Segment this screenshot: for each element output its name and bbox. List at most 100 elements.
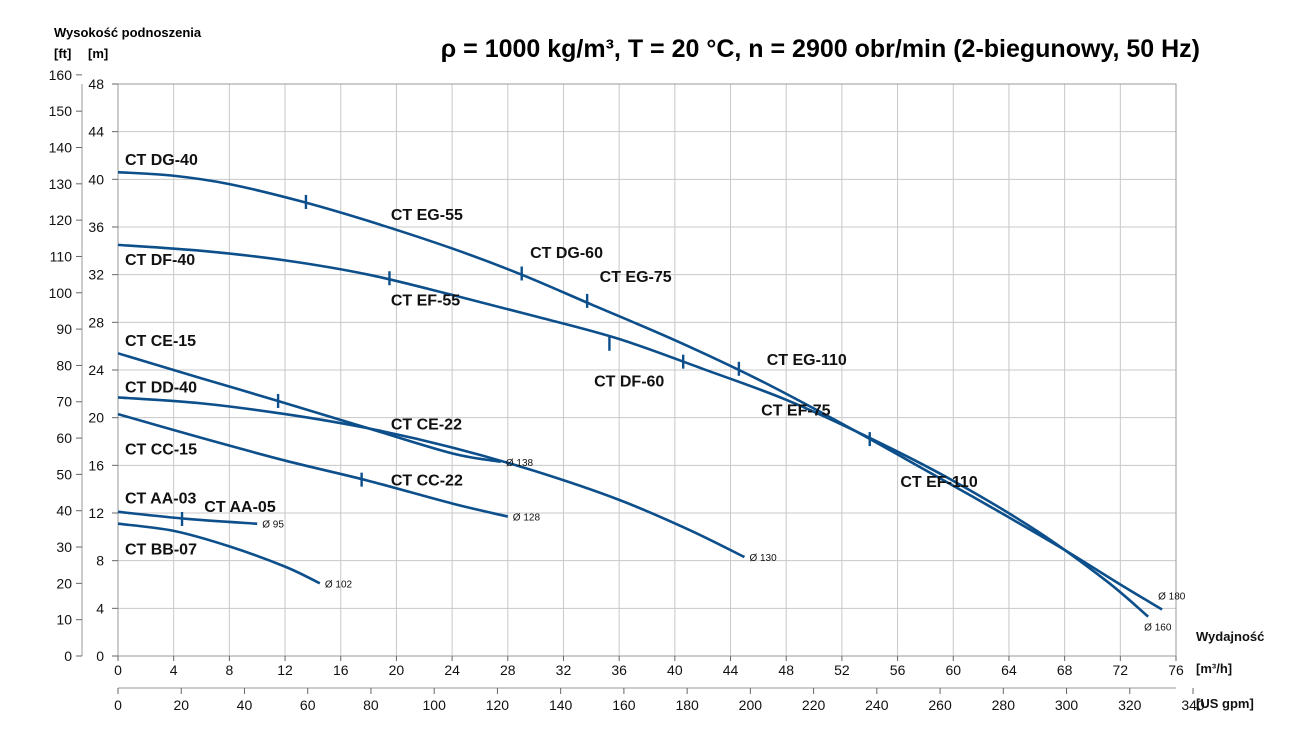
model-label: CT DF-60 (594, 374, 664, 391)
x-tick-label-m3h: 20 (389, 662, 405, 678)
x-tick-label-gpm: 200 (739, 697, 763, 713)
x-tick-label-m3h: 16 (333, 662, 349, 678)
model-label: CT EG-75 (600, 269, 672, 286)
model-label: CT CC-15 (125, 442, 197, 459)
model-label: CT DG-40 (125, 152, 198, 169)
x-tick-label-gpm: 60 (300, 697, 316, 713)
x-tick-label-m3h: 12 (277, 662, 293, 678)
diameter-label: Ø 138 (506, 458, 534, 469)
series-line-138 (117, 352, 502, 464)
model-label: CT EG-110 (767, 352, 847, 369)
y-axis-ft-ticks: 0 10 20 30 40 50 60 70 80 90 100 110 120 130 140 150 160 (49, 67, 82, 664)
y-tick-label-m: 4 (96, 600, 104, 616)
x-tick-label-gpm: 240 (865, 697, 889, 713)
y-tick-label-m: 44 (88, 124, 104, 140)
x-tick-label-gpm: 300 (1055, 697, 1079, 713)
model-label: CT BB-07 (125, 542, 197, 559)
x-tick-label-gpm: 100 (423, 697, 447, 713)
x-axis-m3h-ticks: 0 4 8 12 16 20 24 28 32 36 40 44 48 52 56 60 64 68 72 76 (114, 656, 1184, 678)
x-tick-label-gpm: 340 (1181, 697, 1205, 713)
x-axis-gpm-ticks: 0 20 40 60 80 100 120 140 160 180 200 220 240 260 280 3… (114, 688, 1205, 713)
series-group (117, 170, 1163, 618)
x-tick-label-gpm: 260 (928, 697, 952, 713)
y-tick-label-ft: 120 (49, 212, 73, 228)
y-axis-unit-ft: [ft] (54, 46, 71, 61)
diameter-label: Ø 102 (325, 579, 353, 590)
chart-title: ρ = 1000 kg/m³, T = 20 °C, n = 2900 obr/… (441, 35, 1200, 63)
y-tick-label-m: 48 (88, 76, 104, 92)
curve-labels: Ø 180 Ø 160 Ø 138 Ø 130 Ø 128 Ø 95 Ø 102 CT DG-… (125, 152, 1186, 634)
x-tick-label-m3h: 8 (225, 662, 233, 678)
x-tick-label-gpm: 140 (549, 697, 573, 713)
model-label: CT DG-60 (530, 245, 603, 262)
x-tick-label-m3h: 52 (834, 662, 850, 678)
y-tick-label-m: 40 (88, 171, 104, 187)
model-label: CT AA-03 (125, 490, 197, 507)
diameter-label: Ø 160 (1144, 623, 1172, 634)
series-line-128 (117, 412, 509, 518)
y-tick-label-ft: 30 (56, 539, 72, 555)
model-label: CT EF-110 (900, 474, 977, 491)
diameter-label: Ø 128 (513, 513, 541, 524)
x-axis-unit-m3h: [m³/h] (1196, 661, 1232, 676)
y-tick-label-ft: 10 (56, 612, 72, 628)
y-tick-label-ft: 80 (56, 357, 72, 373)
x-axis-unit-gpm: [US gpm] (1196, 696, 1254, 711)
series-line-130 (117, 396, 746, 559)
y-tick-label-m: 32 (88, 267, 104, 283)
x-tick-label-m3h: 64 (1001, 662, 1017, 678)
x-tick-label-gpm: 80 (363, 697, 379, 713)
y-axis-unit-m: [m] (88, 46, 108, 61)
x-tick-label-m3h: 76 (1168, 662, 1184, 678)
series-line-95 (117, 510, 258, 526)
y-tick-label-ft: 0 (64, 648, 72, 664)
x-tick-label-gpm: 40 (237, 697, 253, 713)
transition-marks (180, 194, 871, 526)
y-tick-label-ft: 140 (49, 139, 73, 155)
x-tick-label-gpm: 120 (486, 697, 510, 713)
x-axis-title: Wydajność (1196, 629, 1264, 644)
x-tick-label-m3h: 32 (556, 662, 572, 678)
y-tick-label-m: 24 (88, 362, 104, 378)
y-tick-label-ft: 160 (49, 67, 73, 83)
x-tick-label-m3h: 72 (1113, 662, 1129, 678)
y-tick-label-m: 20 (88, 410, 104, 426)
grid (81, 83, 1177, 689)
diameter-label: Ø 180 (1158, 592, 1186, 603)
y-tick-label-m: 0 (96, 648, 104, 664)
y-tick-label-ft: 60 (56, 430, 72, 446)
diameter-label: Ø 95 (262, 520, 284, 531)
x-tick-label-m3h: 4 (170, 662, 178, 678)
y-tick-label-ft: 50 (56, 466, 72, 482)
series-line-102 (117, 522, 321, 585)
y-tick-label-m: 12 (88, 505, 104, 521)
y-tick-label-ft: 20 (56, 575, 72, 591)
y-tick-label-ft: 40 (56, 503, 72, 519)
x-tick-label-gpm: 180 (675, 697, 699, 713)
x-tick-label-gpm: 160 (612, 697, 636, 713)
y-tick-label-ft: 150 (49, 103, 73, 119)
model-label: CT DF-40 (125, 252, 195, 269)
model-label: CT CC-22 (391, 473, 463, 490)
series-line-180 (117, 170, 1163, 611)
x-tick-label-gpm: 280 (992, 697, 1016, 713)
x-tick-label-m3h: 40 (667, 662, 683, 678)
x-tick-label-gpm: 320 (1118, 697, 1142, 713)
y-tick-label-m: 28 (88, 314, 104, 330)
series-line-160 (117, 243, 1150, 618)
y-tick-label-m: 16 (88, 457, 104, 473)
y-tick-label-ft: 90 (56, 321, 72, 337)
x-tick-label-m3h: 60 (945, 662, 961, 678)
model-label: CT CE-15 (125, 333, 196, 350)
x-tick-label-m3h: 36 (611, 662, 627, 678)
y-tick-label-ft: 70 (56, 394, 72, 410)
model-label: CT EF-75 (761, 402, 830, 419)
x-tick-label-m3h: 0 (114, 662, 122, 678)
y-axis-title: Wysokość podnoszenia (54, 25, 202, 40)
model-label: CT EG-55 (391, 207, 463, 224)
x-tick-label-gpm: 20 (173, 697, 189, 713)
y-tick-label-ft: 100 (49, 285, 73, 301)
x-tick-label-m3h: 56 (890, 662, 906, 678)
model-label: CT CE-22 (391, 417, 462, 434)
